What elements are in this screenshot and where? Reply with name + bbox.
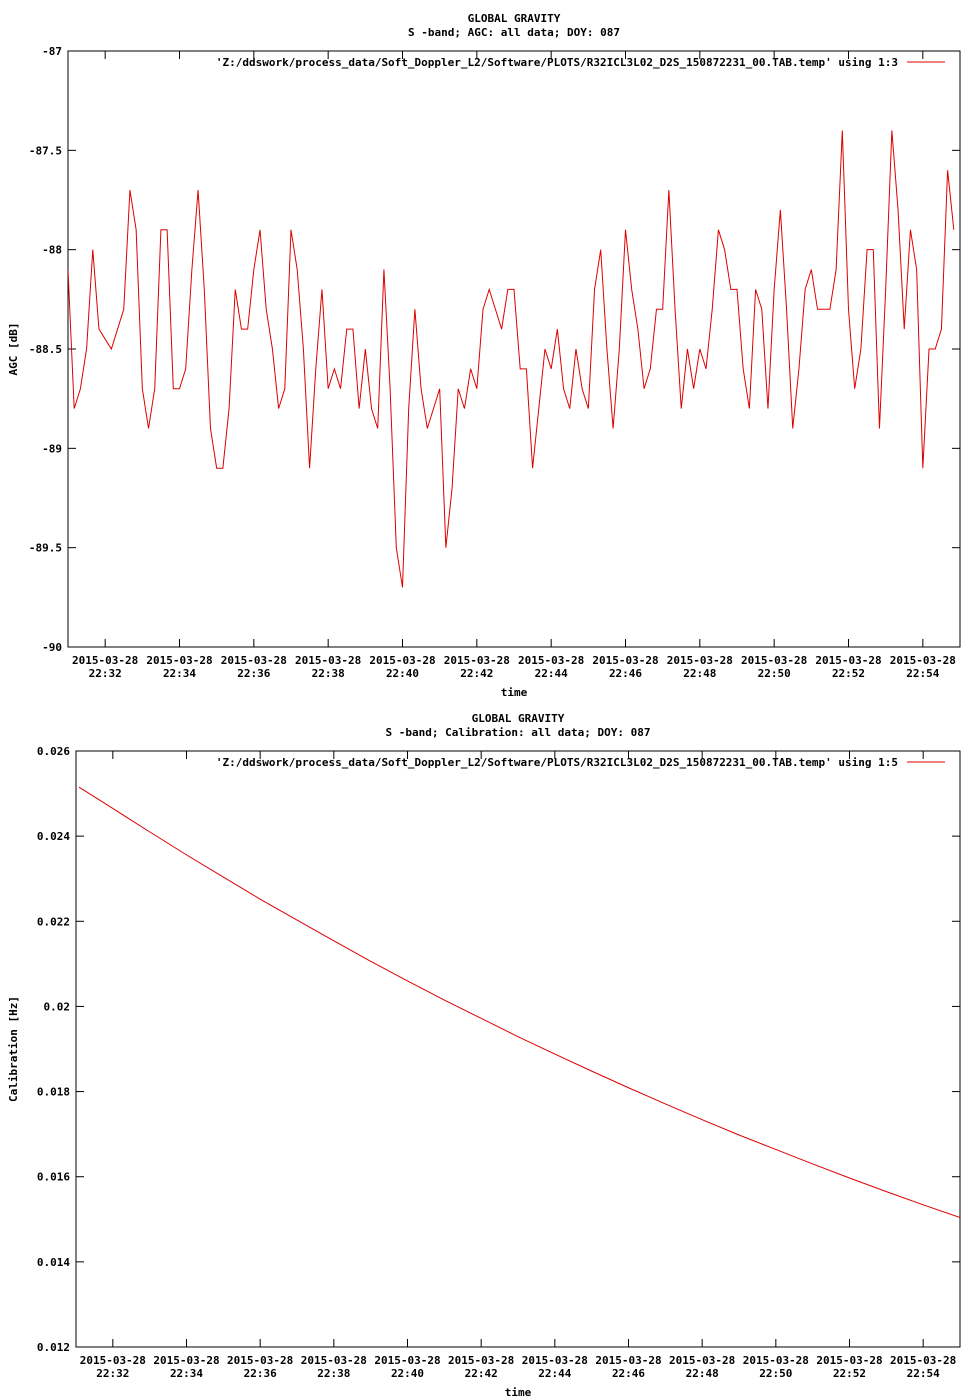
x-tick-date-label: 2015-03-28 [80,1354,146,1367]
x-tick-time-label: 22:48 [683,667,716,680]
x-tick-time-label: 22:52 [832,667,865,680]
y-tick-label: 0.012 [37,1341,70,1354]
x-tick-date-label: 2015-03-28 [221,654,287,667]
y-tick-label: 0.022 [37,915,70,928]
x-tick-date-label: 2015-03-28 [444,654,510,667]
y-tick-label: -87 [42,45,62,58]
x-tick-time-label: 22:36 [237,667,270,680]
series-line [78,786,960,1219]
chart-title: GLOBAL GRAVITY [468,12,561,25]
series-line [68,130,955,588]
x-tick-time-label: 22:40 [386,667,419,680]
y-tick-label: 0.024 [37,830,70,843]
y-tick-label: -89 [42,442,62,455]
x-tick-date-label: 2015-03-28 [667,654,733,667]
x-tick-date-label: 2015-03-28 [369,654,435,667]
x-tick-time-label: 22:50 [759,1367,792,1380]
x-tick-date-label: 2015-03-28 [72,654,138,667]
y-tick-label: -88 [42,244,62,257]
y-axis-label: Calibration [Hz] [7,996,20,1102]
chart-title: GLOBAL GRAVITY [472,712,565,725]
plot-frame [75,750,961,1348]
x-tick-date-label: 2015-03-28 [146,654,212,667]
x-tick-time-label: 22:42 [465,1367,498,1380]
x-tick-date-label: 2015-03-28 [295,654,361,667]
y-tick-label: -87.5 [29,144,62,157]
x-tick-date-label: 2015-03-28 [518,654,584,667]
x-tick-time-label: 22:32 [89,667,122,680]
y-tick-label: -89.5 [29,542,62,555]
x-tick-time-label: 22:46 [609,667,642,680]
x-tick-time-label: 22:32 [96,1367,129,1380]
x-tick-time-label: 22:46 [612,1367,645,1380]
x-tick-date-label: 2015-03-28 [448,1354,514,1367]
x-tick-date-label: 2015-03-28 [227,1354,293,1367]
x-tick-date-label: 2015-03-28 [153,1354,219,1367]
x-tick-date-label: 2015-03-28 [890,654,956,667]
x-tick-time-label: 22:38 [312,667,345,680]
legend-label: 'Z:/ddswork/process_data/Soft_Doppler_L2… [216,56,898,69]
y-tick-label: 0.02 [44,1000,71,1013]
x-tick-date-label: 2015-03-28 [301,1354,367,1367]
x-tick-date-label: 2015-03-28 [816,1354,882,1367]
y-axis-label: AGC [dB] [7,323,20,376]
x-tick-date-label: 2015-03-28 [522,1354,588,1367]
x-tick-time-label: 22:52 [833,1367,866,1380]
y-tick-label: 0.026 [37,745,70,758]
plot-frame [67,50,961,648]
x-tick-time-label: 22:44 [535,667,568,680]
x-tick-date-label: 2015-03-28 [669,1354,735,1367]
x-tick-time-label: 22:38 [317,1367,350,1380]
y-tick-label: -88.5 [29,343,62,356]
x-tick-time-label: 22:50 [758,667,791,680]
x-tick-date-label: 2015-03-28 [890,1354,956,1367]
x-tick-time-label: 22:44 [538,1367,571,1380]
x-tick-date-label: 2015-03-28 [374,1354,440,1367]
x-tick-time-label: 22:34 [163,667,196,680]
x-tick-date-label: 2015-03-28 [741,654,807,667]
y-tick-label: 0.014 [37,1256,70,1269]
x-tick-time-label: 22:34 [170,1367,203,1380]
x-tick-time-label: 22:36 [244,1367,277,1380]
x-tick-time-label: 22:42 [460,667,493,680]
x-axis-label: time [505,1386,532,1399]
x-tick-date-label: 2015-03-28 [743,1354,809,1367]
legend-label: 'Z:/ddswork/process_data/Soft_Doppler_L2… [216,756,898,769]
y-tick-label: -90 [42,641,62,654]
x-tick-time-label: 22:54 [906,667,939,680]
x-tick-date-label: 2015-03-28 [592,654,658,667]
x-axis-label: time [501,686,528,699]
y-tick-label: 0.018 [37,1086,70,1099]
x-tick-date-label: 2015-03-28 [815,654,881,667]
x-tick-time-label: 22:54 [907,1367,940,1380]
y-tick-label: 0.016 [37,1171,70,1184]
chart-subtitle: S -band; Calibration: all data; DOY: 087 [386,726,651,739]
chart-subtitle: S -band; AGC: all data; DOY: 087 [408,26,620,39]
x-tick-time-label: 22:40 [391,1367,424,1380]
x-tick-date-label: 2015-03-28 [595,1354,661,1367]
x-tick-time-label: 22:48 [686,1367,719,1380]
